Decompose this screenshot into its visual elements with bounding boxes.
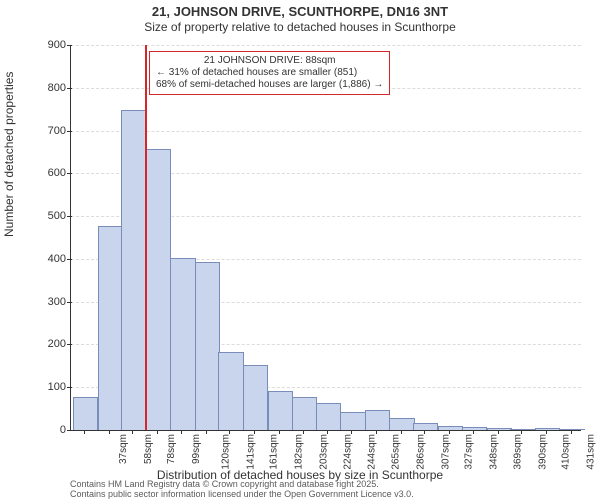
xtick-label: 161sqm xyxy=(269,434,280,470)
xtick-mark xyxy=(254,430,255,434)
bar xyxy=(340,412,365,430)
bar xyxy=(365,410,390,430)
bar xyxy=(170,258,195,430)
xtick-label: 286sqm xyxy=(416,434,427,470)
bar xyxy=(510,429,535,430)
xtick-label: 307sqm xyxy=(440,434,451,470)
xtick-mark xyxy=(521,430,522,434)
ytick-label: 500 xyxy=(30,210,66,222)
figure: 21, JOHNSON DRIVE, SCUNTHORPE, DN16 3NT … xyxy=(0,0,600,500)
ytick-label: 0 xyxy=(30,424,66,436)
gridline xyxy=(71,45,581,46)
xtick-label: 203sqm xyxy=(318,434,329,470)
bar xyxy=(389,418,414,430)
xtick-label: 348sqm xyxy=(488,434,499,470)
xtick-mark xyxy=(376,430,377,434)
ytick-label: 600 xyxy=(30,167,66,179)
bar xyxy=(438,426,463,430)
xtick-mark xyxy=(351,430,352,434)
xtick-mark xyxy=(279,430,280,434)
attribution-line2: Contains public sector information licen… xyxy=(70,490,414,499)
xtick-label: 390sqm xyxy=(538,434,549,470)
xtick-label: 141sqm xyxy=(246,434,257,470)
ytick-label: 100 xyxy=(30,381,66,393)
xtick-label: 58sqm xyxy=(143,434,154,464)
bar xyxy=(243,365,268,430)
property-marker-line xyxy=(145,45,147,430)
bar xyxy=(316,403,341,430)
bar xyxy=(535,428,560,430)
bar xyxy=(195,262,220,430)
xtick-mark xyxy=(449,430,450,434)
annotation-line1: 21 JOHNSON DRIVE: 88sqm xyxy=(156,55,383,67)
xtick-mark xyxy=(327,430,328,434)
xtick-mark xyxy=(229,430,230,434)
ytick-label: 800 xyxy=(30,82,66,94)
xtick-label: 182sqm xyxy=(294,434,305,470)
ytick-label: 400 xyxy=(30,253,66,265)
bar xyxy=(462,427,487,430)
xtick-label: 265sqm xyxy=(391,434,402,470)
annotation-box: 21 JOHNSON DRIVE: 88sqm← 31% of detached… xyxy=(149,51,390,95)
xtick-label: 99sqm xyxy=(191,434,202,464)
bar xyxy=(218,352,243,430)
xtick-mark xyxy=(571,430,572,434)
xtick-mark xyxy=(473,430,474,434)
bar xyxy=(487,428,512,430)
xtick-label: 37sqm xyxy=(118,434,129,464)
xtick-label: 431sqm xyxy=(586,434,597,470)
xtick-label: 224sqm xyxy=(343,434,354,470)
xtick-mark xyxy=(401,430,402,434)
xtick-label: 410sqm xyxy=(561,434,572,470)
xtick-mark xyxy=(109,430,110,434)
xtick-label: 369sqm xyxy=(513,434,524,470)
annotation-line2: ← 31% of detached houses are smaller (85… xyxy=(156,67,383,79)
ytick-label: 700 xyxy=(30,125,66,137)
bar xyxy=(268,391,293,431)
ytick-label: 200 xyxy=(30,338,66,350)
plot-area: 21 JOHNSON DRIVE: 88sqm← 31% of detached… xyxy=(70,45,581,431)
xtick-mark xyxy=(546,430,547,434)
xtick-label: 78sqm xyxy=(166,434,177,464)
annotation-line3: 68% of semi-detached houses are larger (… xyxy=(156,79,383,91)
bar xyxy=(121,110,146,430)
gridline xyxy=(71,131,581,132)
attribution: Contains HM Land Registry data © Crown c… xyxy=(70,480,414,499)
bar xyxy=(413,423,438,430)
xtick-label: 244sqm xyxy=(366,434,377,470)
xtick-mark xyxy=(498,430,499,434)
xtick-mark xyxy=(206,430,207,434)
y-axis-label: Number of detached properties xyxy=(2,72,16,237)
xtick-mark xyxy=(157,430,158,434)
xtick-label: 327sqm xyxy=(464,434,475,470)
bar xyxy=(146,149,171,430)
bar xyxy=(98,226,123,430)
title-line1: 21, JOHNSON DRIVE, SCUNTHORPE, DN16 3NT xyxy=(0,4,600,19)
xtick-label: 120sqm xyxy=(221,434,232,470)
xtick-mark xyxy=(132,430,133,434)
bar xyxy=(559,429,584,430)
title-line2: Size of property relative to detached ho… xyxy=(0,20,600,34)
ytick-label: 900 xyxy=(30,39,66,51)
xtick-mark xyxy=(303,430,304,434)
bar xyxy=(73,397,98,430)
ytick-label: 300 xyxy=(30,296,66,308)
xtick-mark xyxy=(181,430,182,434)
bar xyxy=(292,397,317,430)
xtick-mark xyxy=(84,430,85,434)
xtick-mark xyxy=(424,430,425,434)
